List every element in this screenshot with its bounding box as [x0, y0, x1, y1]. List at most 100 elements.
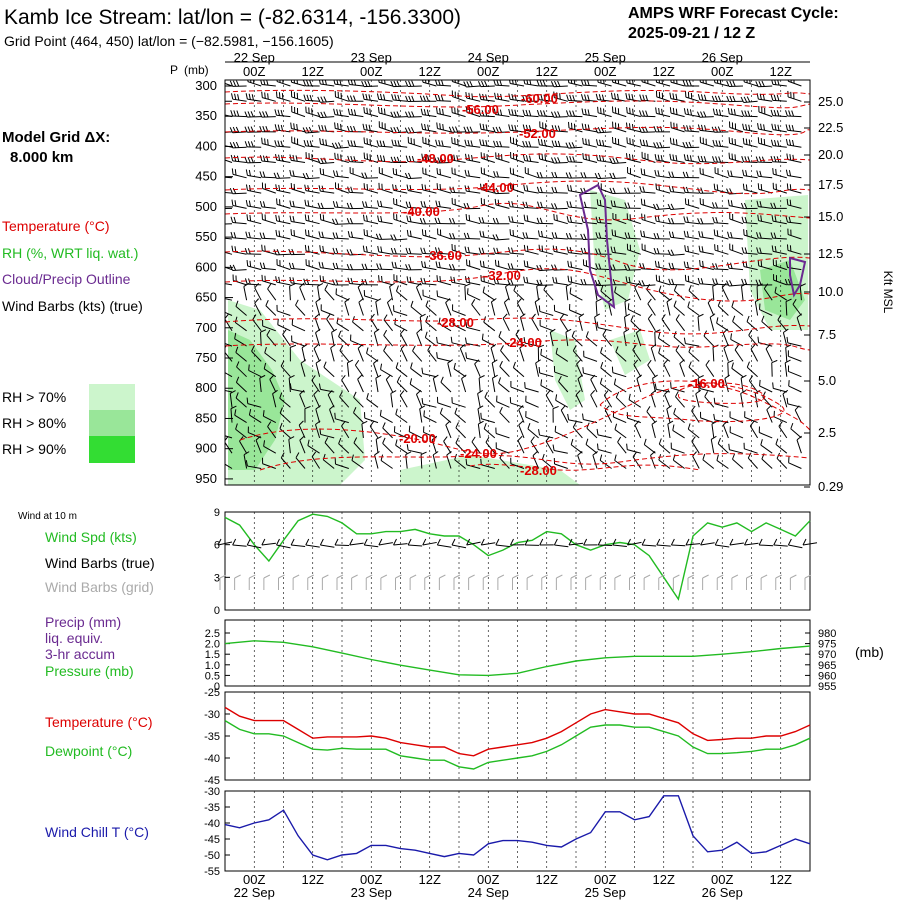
wind-barb-feather — [230, 405, 237, 410]
wind-barb-shaft — [232, 115, 247, 118]
wind-barb-feather — [234, 169, 237, 176]
wind-barb-shaft — [481, 280, 495, 286]
wind-barb-shaft — [452, 402, 466, 408]
wind-barb-feather — [248, 278, 251, 285]
temperature-contour-label: -16.00 — [688, 376, 725, 391]
wind-barb-shaft — [440, 381, 452, 393]
wind-barb-feather — [530, 436, 535, 442]
wind-barb-feather — [551, 171, 555, 178]
wind-barb-feather — [624, 202, 628, 209]
wind-barb-shaft — [685, 96, 700, 102]
wind-barb-feather — [232, 187, 237, 194]
barb-feather — [553, 538, 558, 546]
wind-barb-shaft — [545, 394, 554, 408]
wind-barb-feather — [307, 230, 310, 237]
wind-barb-shaft — [627, 249, 641, 255]
wind-barb-feather — [264, 245, 266, 252]
wind-barb-shaft — [525, 387, 539, 393]
wind-barb-shaft — [759, 309, 773, 316]
wind-barb-feather — [277, 140, 280, 147]
wind-barb-feather — [565, 328, 572, 333]
wind-barb-shaft — [262, 97, 276, 102]
temp-tick-label: -30 — [204, 709, 220, 721]
wind-barb-feather — [344, 298, 350, 303]
wind-barb-shaft — [746, 366, 758, 378]
wind-barb-feather — [335, 232, 339, 239]
wind-barb-feather — [234, 332, 237, 339]
wind-barb-feather — [233, 232, 237, 239]
wind-barb-feather — [713, 183, 716, 190]
wind-barb-feather — [545, 390, 551, 396]
wind-barb-feather — [511, 124, 514, 131]
wind-barb-shaft — [765, 348, 773, 362]
wind-barb-shaft — [386, 302, 394, 316]
wind-barb-shaft — [583, 143, 598, 148]
pressure-tick-label: 450 — [195, 169, 217, 184]
wind-barb-feather — [394, 318, 397, 325]
wind-barb-feather — [435, 200, 438, 207]
wind-barb-feather — [471, 299, 476, 305]
wind-barb-feather — [757, 123, 759, 130]
forecast-cycle: 2025-09-21 / 12 Z — [628, 25, 755, 42]
wind-barb-feather — [741, 110, 745, 117]
wind-barb-feather — [567, 413, 570, 420]
wind-barb-feather — [437, 157, 441, 164]
wind-barb-feather — [383, 108, 386, 115]
wind-barb-feather — [275, 184, 278, 191]
wind-barb-feather — [482, 261, 485, 268]
wind-barb-feather — [757, 214, 760, 221]
wind-barb-shaft — [758, 342, 773, 347]
wind-barb-shaft — [419, 408, 423, 423]
wind-barb-shaft — [758, 128, 773, 133]
wind-barb-feather — [625, 276, 628, 283]
wind-barb-feather — [650, 389, 657, 395]
barb-feather — [510, 538, 514, 546]
wind-barb-feather — [229, 127, 234, 133]
wind-barb-shaft — [699, 161, 714, 163]
wind-barb-feather — [492, 126, 496, 133]
wind-barb-feather — [584, 108, 587, 115]
wind-barb-feather — [729, 280, 733, 287]
wind-barb-shaft — [568, 99, 583, 102]
wind-barb-feather — [572, 345, 577, 352]
wind-barb-shaft — [729, 113, 744, 118]
wind-barb-feather — [673, 284, 678, 291]
wind-barbs-upper-air — [220, 80, 806, 469]
wind-barb-feather — [474, 359, 480, 365]
wind-barb-feather — [272, 389, 278, 395]
wind-barb-shaft — [357, 287, 364, 301]
wind-barb-feather — [598, 155, 602, 162]
wind-barb-shaft — [568, 419, 583, 424]
wind-barb-feather — [778, 421, 783, 427]
wind-barb-feather — [566, 155, 569, 162]
grid-barb-feather — [292, 574, 300, 579]
label-pressure-unit: (mb) — [855, 644, 884, 660]
wind-barb-feather — [609, 172, 613, 179]
wind-barb-shaft — [510, 463, 525, 469]
wind-barb-shaft — [626, 98, 641, 102]
wind-barb-feather — [785, 261, 789, 268]
wind-barb-feather — [631, 124, 634, 131]
wind-barb-feather — [791, 110, 795, 117]
wind-barb-feather — [334, 142, 339, 149]
wind-barb-shaft — [740, 286, 744, 301]
wind-barb-shaft — [597, 221, 612, 225]
wind-barb-feather — [220, 139, 221, 145]
wind-barb-shaft — [585, 444, 598, 454]
wind-barb-shaft — [524, 146, 539, 148]
wind-barb-shaft — [670, 207, 685, 211]
wind-barb-feather — [243, 451, 250, 456]
wind-barb-shaft — [393, 238, 408, 241]
wind-barb-feather — [467, 170, 470, 177]
wind-barb-feather — [230, 216, 234, 223]
bottom-date-label: 22 Sep — [234, 885, 275, 900]
wind-barb-shaft — [766, 409, 773, 423]
barb-shaft — [656, 544, 671, 547]
wind-barb-feather — [422, 218, 426, 224]
wind-barb-shaft — [670, 253, 685, 256]
grid-barb-feather — [600, 574, 607, 579]
wind-barb-shaft — [261, 237, 276, 240]
wind-barb-feather — [293, 123, 295, 130]
wind-barb-feather — [485, 436, 490, 443]
wind-barb-feather — [526, 185, 529, 192]
